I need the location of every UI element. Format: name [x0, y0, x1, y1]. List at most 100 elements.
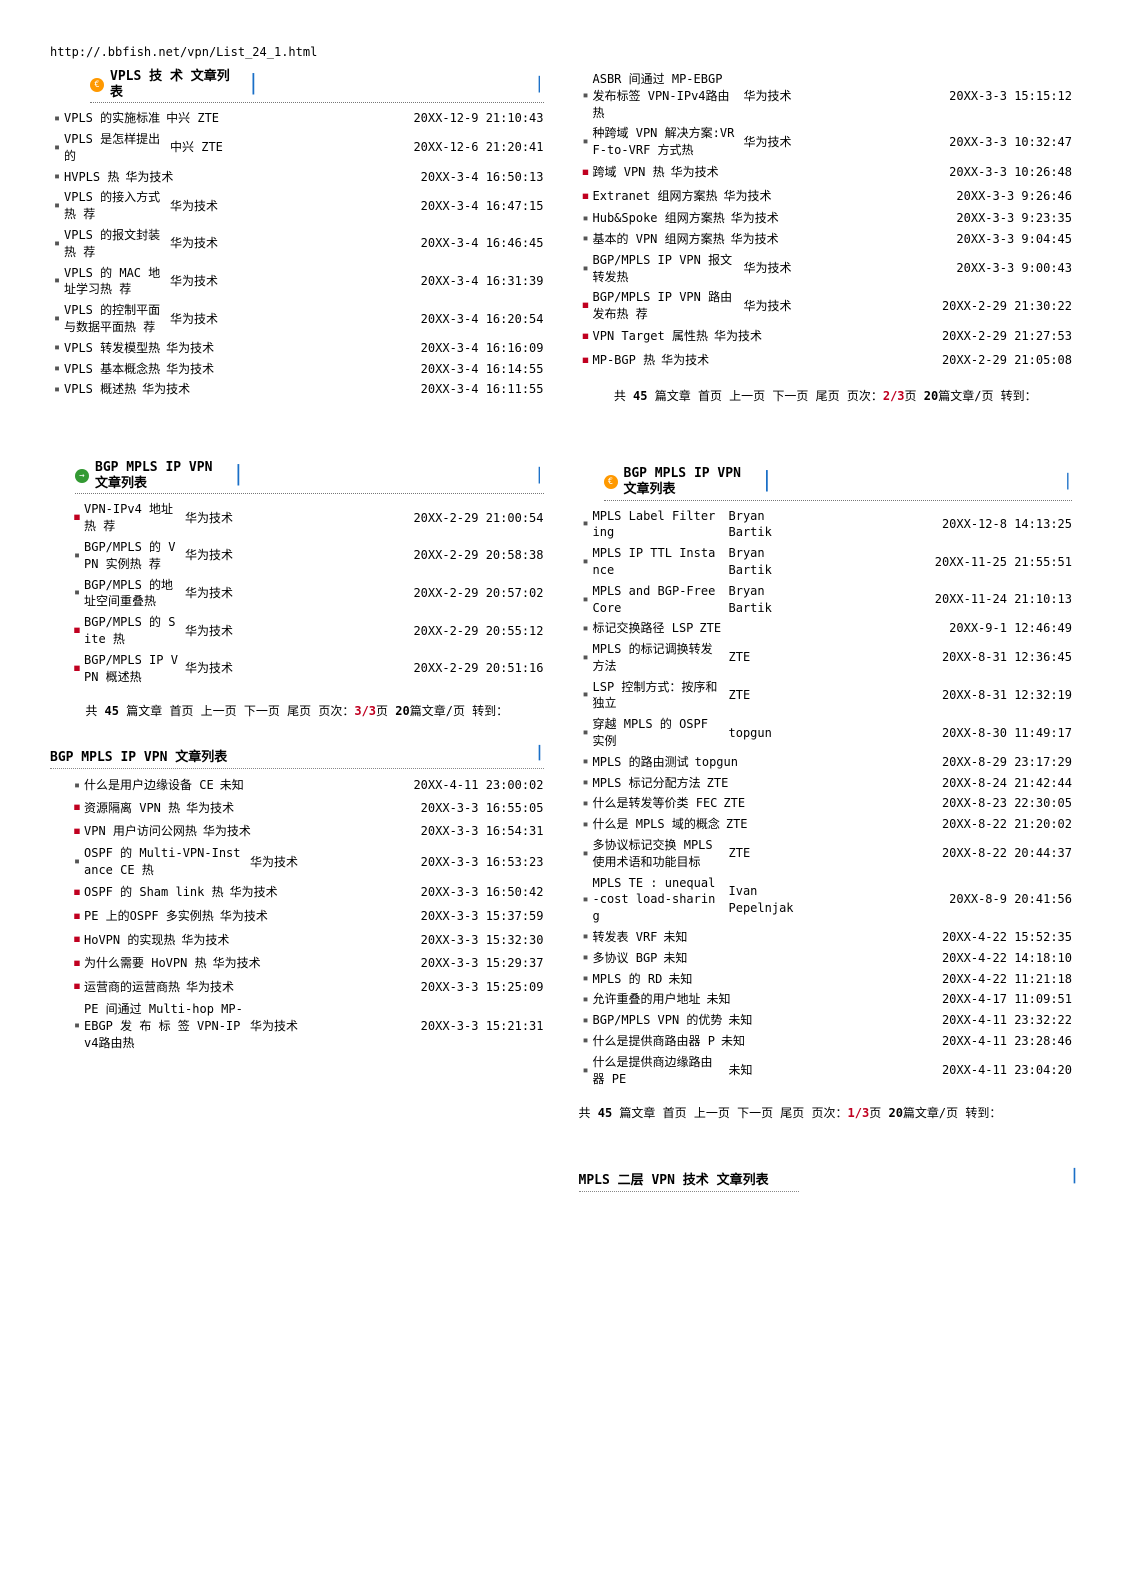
- article-date: 20XX-3-3 15:29:37: [283, 955, 544, 972]
- article-row[interactable]: ▪BGP/MPLS IP VPN 报文转发热华为技术20XX-3-3 9:00:…: [579, 250, 1073, 288]
- article-row[interactable]: ▪OSPF 的 Sham link 热华为技术20XX-3-3 16:50:42: [70, 881, 544, 905]
- pager-bgp-left[interactable]: 共 45 篇文章 首页 上一页 下一页 尾页 页次：3/3页 20篇文章/页 转…: [50, 702, 544, 721]
- article-row[interactable]: ▪VPLS 概述热华为技术20XX-3-4 16:11:55: [50, 379, 544, 400]
- article-author: 未知: [705, 991, 777, 1008]
- article-row[interactable]: ▪MPLS 的 RD未知20XX-4-22 11:21:18: [579, 969, 1073, 990]
- article-row[interactable]: ▪BGP/MPLS IP VPN 概述热华为技术20XX-2-29 20:51:…: [70, 650, 544, 688]
- article-row[interactable]: ▪转发表 VRF未知20XX-4-22 15:52:35: [579, 927, 1073, 948]
- article-date: 20XX-3-4 16:16:09: [236, 340, 543, 357]
- article-row[interactable]: ▪MPLS 标记分配方法ZTE20XX-8-24 21:42:44: [579, 773, 1073, 794]
- article-row[interactable]: ▪VPLS 的实施标准中兴 ZTE20XX-12-9 21:10:43: [50, 108, 544, 129]
- article-row[interactable]: ▪资源隔离 VPN 热华为技术20XX-3-3 16:55:05: [70, 796, 544, 820]
- article-row[interactable]: ▪MPLS TE : unequal-cost load-sharingIvan…: [579, 873, 1073, 927]
- pager-right-top[interactable]: 共 45 篇文章 首页 上一页 下一页 尾页 页次：2/3页 20篇文章/页 转…: [579, 387, 1073, 406]
- article-row[interactable]: ▪MPLS Label FilteringBryan Bartik20XX-12…: [579, 506, 1073, 544]
- article-row[interactable]: ▪HoVPN 的实现热华为技术20XX-3-3 15:32:30: [70, 928, 544, 952]
- bullet-red-icon: ▪: [579, 351, 593, 371]
- article-row[interactable]: ▪BGP/MPLS IP VPN 路由发布热 荐华为技术20XX-2-29 21…: [579, 287, 1073, 325]
- article-row[interactable]: ▪什么是用户边缘设备 CE未知20XX-4-11 23:00:02: [70, 775, 544, 796]
- bullet-gray-icon: ▪: [579, 517, 593, 531]
- article-row[interactable]: ▪VPLS 是怎样提出的中兴 ZTE20XX-12-6 21:20:41: [50, 129, 544, 167]
- article-row[interactable]: ▪ASBR 间通过 MP-EBGP 发布标签 VPN-IPv4路由热华为技术20…: [579, 69, 1073, 123]
- article-row[interactable]: ▪为什么需要 HoVPN 热华为技术20XX-3-3 15:29:37: [70, 952, 544, 976]
- article-row[interactable]: ▪BGP/MPLS 的 Site 热华为技术20XX-2-29 20:55:12: [70, 612, 544, 650]
- article-row[interactable]: ▪什么是转发等价类 FECZTE20XX-8-23 22:30:05: [579, 793, 1073, 814]
- bullet-gray-icon: ▪: [579, 232, 593, 246]
- article-row[interactable]: ▪Extranet 组网方案热华为技术20XX-3-3 9:26:46: [579, 185, 1073, 209]
- article-row[interactable]: ▪OSPF 的 Multi-VPN-Instance CE 热华为技术20XX-…: [70, 843, 544, 881]
- article-author: 未知: [727, 1062, 799, 1079]
- article-row[interactable]: ▪VPN Target 属性热华为技术20XX-2-29 21:27:53: [579, 325, 1073, 349]
- article-date: 20XX-4-11 23:32:22: [798, 1012, 1072, 1029]
- article-row[interactable]: ▪VPLS 基本概念热华为技术20XX-3-4 16:14:55: [50, 359, 544, 380]
- article-date: 20XX-8-29 23:17:29: [765, 754, 1072, 771]
- bullet-gray-icon: ▪: [579, 776, 593, 790]
- article-date: 20XX-2-29 21:05:08: [731, 352, 1072, 369]
- article-row[interactable]: ▪LSP 控制方式：按序和独立ZTE20XX-8-31 12:32:19: [579, 677, 1073, 715]
- bullet-red-icon: ▪: [579, 187, 593, 207]
- article-title: OSPF 的 Sham link 热: [84, 884, 228, 901]
- article-row[interactable]: ▪基本的 VPN 组网方案热华为技术20XX-3-3 9:04:45: [579, 229, 1073, 250]
- article-row[interactable]: ▪VPN-IPv4 地址热 荐华为技术20XX-2-29 21:00:54: [70, 499, 544, 537]
- article-author: 华为技术: [742, 260, 814, 277]
- article-row[interactable]: ▪允许重叠的用户地址未知20XX-4-17 11:09:51: [579, 989, 1073, 1010]
- bullet-gray-icon: ▪: [579, 555, 593, 569]
- article-row[interactable]: ▪PE 上的OSPF 多实例热华为技术20XX-3-3 15:37:59: [70, 905, 544, 929]
- bullet-gray-icon: ▪: [579, 951, 593, 965]
- bullet-gray-icon: ▪: [50, 312, 64, 326]
- article-row[interactable]: ▪标记交换路径 LSPZTE20XX-9-1 12:46:49: [579, 618, 1073, 639]
- bullet-red-icon: ▪: [70, 621, 84, 641]
- article-date: 20XX-8-22 21:20:02: [796, 816, 1072, 833]
- article-title: MPLS IP TTL Instance: [593, 545, 727, 579]
- article-author: 未知: [661, 929, 733, 946]
- article-date: 20XX-3-3 10:26:48: [741, 164, 1072, 181]
- article-row[interactable]: ▪跨域 VPN 热华为技术20XX-3-3 10:26:48: [579, 161, 1073, 185]
- article-row[interactable]: ▪运营商的运营商热华为技术20XX-3-3 15:25:09: [70, 975, 544, 999]
- article-title: 什么是转发等价类 FEC: [593, 795, 722, 812]
- article-title: PE 上的OSPF 多实例热: [84, 908, 218, 925]
- article-row[interactable]: ▪什么是提供商路由器 P未知20XX-4-11 23:28:46: [579, 1031, 1073, 1052]
- article-row[interactable]: ▪BGP/MPLS 的 VPN 实例热 荐华为技术20XX-2-29 20:58…: [70, 537, 544, 575]
- bgp-left-title: BGP MPLS IP VPN 文章列表: [95, 460, 225, 491]
- article-author: 华为技术: [722, 188, 794, 205]
- article-row[interactable]: ▪多协议标记交换 MPLS 使用术语和功能目标ZTE20XX-8-22 20:4…: [579, 835, 1073, 873]
- article-row[interactable]: ▪MPLS IP TTL InstanceBryan Bartik20XX-11…: [579, 543, 1073, 581]
- bullet-gray-icon: ▪: [70, 586, 84, 600]
- euro-icon: €: [90, 78, 104, 92]
- article-row[interactable]: ▪什么是 MPLS 域的概念ZTE20XX-8-22 21:20:02: [579, 814, 1073, 835]
- article-row[interactable]: ▪什么是提供商边缘路由器 PE未知20XX-4-11 23:04:20: [579, 1052, 1073, 1090]
- article-row[interactable]: ▪PE 间通过 Multi-hop MP-EBGP 发 布 标 签 VPN-IP…: [70, 999, 544, 1053]
- article-row[interactable]: ▪多协议 BGP未知20XX-4-22 14:18:10: [579, 948, 1073, 969]
- article-row[interactable]: ▪VPLS 的控制平面与数据平面热 荐华为技术20XX-3-4 16:20:54: [50, 300, 544, 338]
- bullet-red-icon: ▪: [70, 659, 84, 679]
- article-row[interactable]: ▪MP-BGP 热华为技术20XX-2-29 21:05:08: [579, 349, 1073, 373]
- mark-icon: ⎮: [762, 471, 773, 492]
- article-author: 华为技术: [164, 361, 236, 378]
- article-row[interactable]: ▪VPN 用户访问公网热华为技术20XX-3-3 16:54:31: [70, 820, 544, 844]
- mark-icon: ⎮: [233, 465, 244, 486]
- article-row[interactable]: ▪Hub&Spoke 组网方案热华为技术20XX-3-3 9:23:35: [579, 208, 1073, 229]
- article-row[interactable]: ▪BGP/MPLS 的地址空间重叠热华为技术20XX-2-29 20:57:02: [70, 575, 544, 613]
- article-row[interactable]: ▪VPLS 的接入方式热 荐华为技术20XX-3-4 16:47:15: [50, 187, 544, 225]
- article-row[interactable]: ▪VPLS 的报文封装热 荐华为技术20XX-3-4 16:46:45: [50, 225, 544, 263]
- article-row[interactable]: ▪VPLS 转发模型热华为技术20XX-3-4 16:16:09: [50, 338, 544, 359]
- article-row[interactable]: ▪HVPLS 热华为技术20XX-3-4 16:50:13: [50, 167, 544, 188]
- article-author: ZTE: [697, 620, 769, 637]
- pager-bgp-right[interactable]: 共 45 篇文章 首页 上一页 下一页 尾页 页次：1/3页 20篇文章/页 转…: [579, 1104, 1073, 1123]
- bullet-red-icon: ▪: [579, 163, 593, 183]
- article-row[interactable]: ▪穿越 MPLS 的 OSPF 实例topgun20XX-8-30 11:49:…: [579, 714, 1073, 752]
- bullet-gray-icon: ▪: [579, 818, 593, 832]
- euro-icon: €: [604, 475, 618, 489]
- article-row[interactable]: ▪VPLS 的 MAC 地址学习热 荐华为技术20XX-3-4 16:31:39: [50, 263, 544, 301]
- bullet-gray-icon: ▪: [579, 755, 593, 769]
- article-author: 华为技术: [183, 623, 255, 640]
- article-row[interactable]: ▪MPLS and BGP-Free CoreBryan Bartik20XX-…: [579, 581, 1073, 619]
- article-row[interactable]: ▪BGP/MPLS VPN 的优势未知20XX-4-11 23:32:22: [579, 1010, 1073, 1031]
- article-row[interactable]: ▪MPLS 的标记调换转发方法ZTE20XX-8-31 12:36:45: [579, 639, 1073, 677]
- article-row[interactable]: ▪种跨域 VPN 解决方案:VRF-to-VRF 方式热华为技术20XX-3-3…: [579, 123, 1073, 161]
- bgp-right-header: € BGP MPLS IP VPN 文章列表 ⎮ ⎮: [604, 466, 1073, 500]
- article-row[interactable]: ▪MPLS 的路由测试topgun20XX-8-29 23:17:29: [579, 752, 1073, 773]
- bullet-red-icon: ▪: [579, 327, 593, 347]
- article-title: MPLS 标记分配方法: [593, 775, 705, 792]
- article-date: 20XX-3-4 16:50:13: [195, 169, 543, 186]
